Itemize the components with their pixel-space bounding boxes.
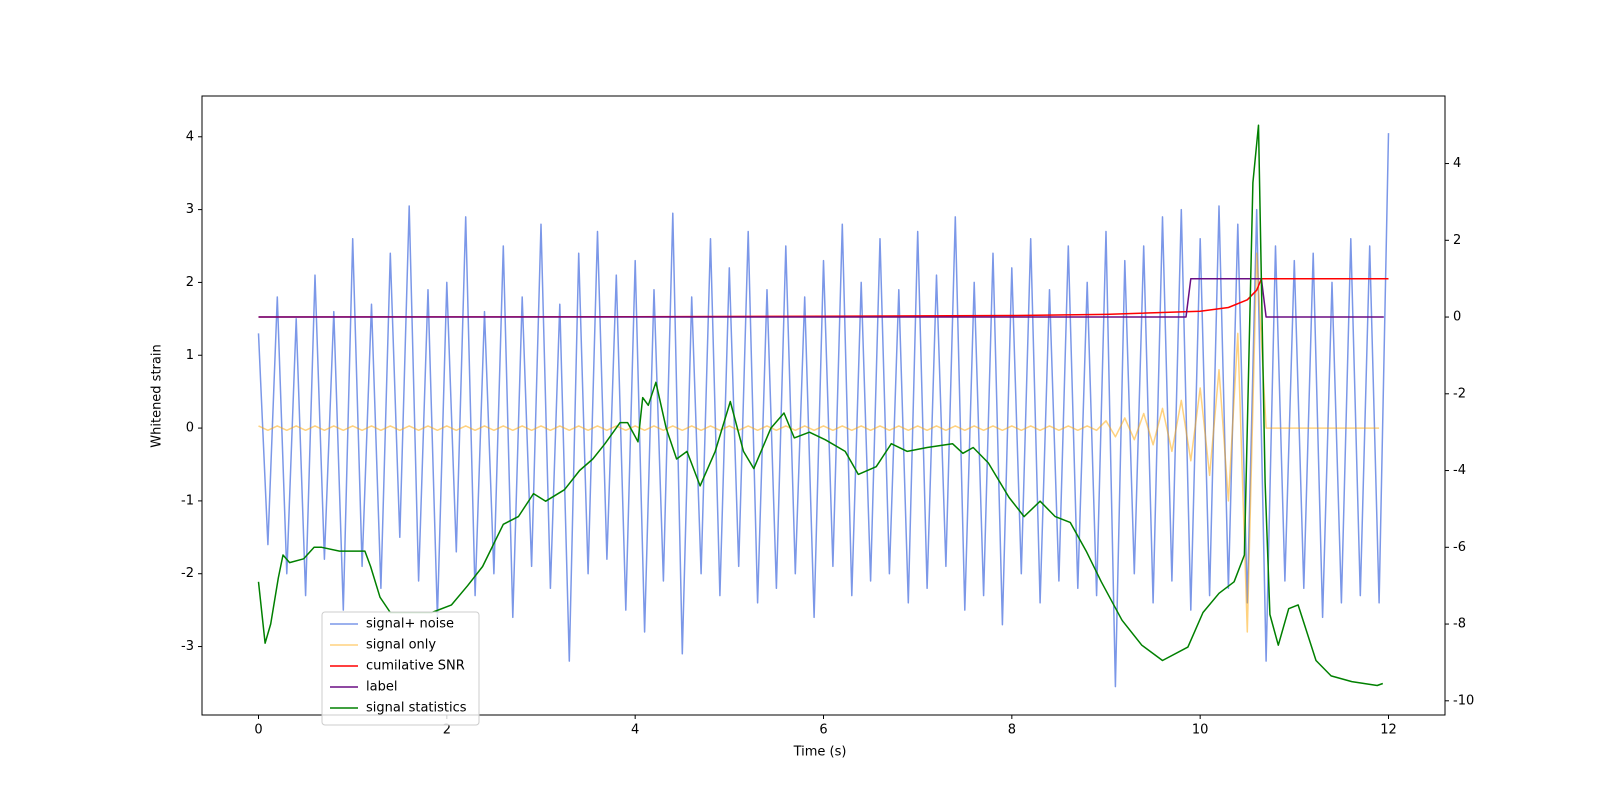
legend-label: signal only bbox=[366, 638, 436, 653]
legend-label: label bbox=[366, 680, 397, 695]
x-tick-label: 0 bbox=[254, 723, 262, 738]
y-tick-label: -2 bbox=[181, 566, 194, 581]
x-tick-label: 2 bbox=[443, 723, 451, 738]
y-tick-label: 2 bbox=[186, 275, 194, 290]
y2-tick-label: -10 bbox=[1453, 693, 1474, 708]
legend-label: cumilative SNR bbox=[366, 659, 465, 674]
legend-label: signal+ noise bbox=[366, 617, 454, 632]
series-line bbox=[258, 277, 1384, 318]
y2-tick-label: -8 bbox=[1453, 617, 1466, 632]
series-line bbox=[258, 252, 1380, 633]
y2-tick-label: -6 bbox=[1453, 540, 1466, 555]
x-tick-label: 12 bbox=[1380, 723, 1397, 738]
x-tick-label: 4 bbox=[631, 723, 639, 738]
y2-tick-label: 0 bbox=[1453, 310, 1461, 325]
y-axis-label: Whitened strain bbox=[150, 344, 165, 447]
legend-label: signal statistics bbox=[366, 701, 467, 716]
y-tick-label: 4 bbox=[186, 129, 194, 144]
y2-tick-label: -4 bbox=[1453, 463, 1466, 478]
series-line bbox=[257, 124, 1384, 687]
y2-tick-label: -2 bbox=[1453, 386, 1466, 401]
x-tick-label: 10 bbox=[1192, 723, 1209, 738]
x-tick-label: 6 bbox=[819, 723, 827, 738]
y-tick-label: -1 bbox=[181, 493, 194, 508]
y-tick-label: -3 bbox=[181, 639, 194, 654]
y2-tick-label: 2 bbox=[1453, 233, 1461, 248]
y2-tick-label: 4 bbox=[1453, 156, 1461, 171]
x-axis-label: Time (s) bbox=[793, 745, 847, 760]
x-tick-label: 8 bbox=[1008, 723, 1016, 738]
legend-box bbox=[321, 611, 480, 726]
series-line bbox=[257, 133, 1390, 688]
y-tick-label: 3 bbox=[186, 202, 194, 217]
y-tick-label: 0 bbox=[186, 421, 194, 436]
y-tick-label: 1 bbox=[186, 348, 194, 363]
